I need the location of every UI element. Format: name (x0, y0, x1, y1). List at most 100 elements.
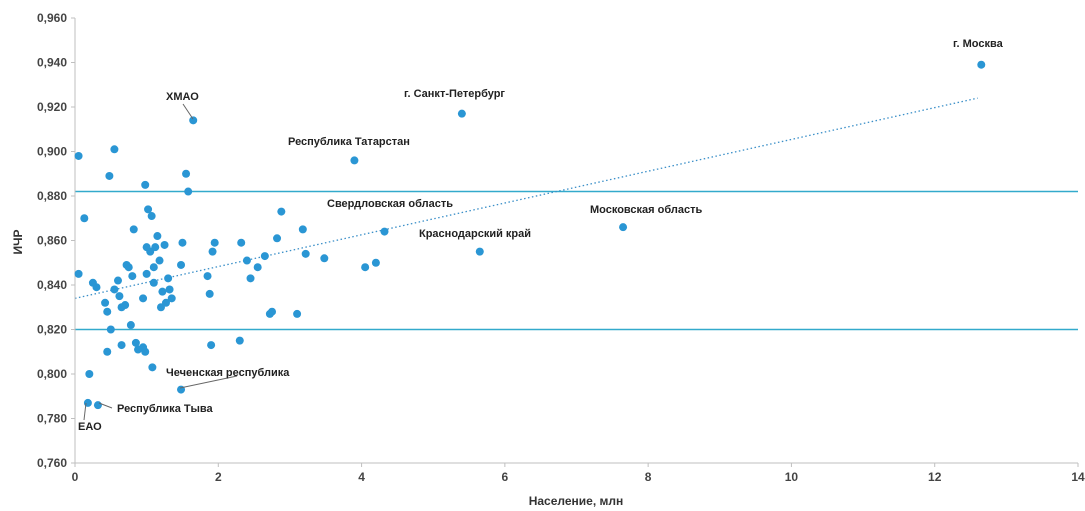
data-point (237, 238, 246, 247)
data-point (139, 294, 148, 303)
data-point (151, 243, 160, 252)
data-point (126, 321, 135, 330)
x-tick-label: 2 (215, 470, 222, 484)
data-point (74, 151, 83, 160)
annotation-moscow: г. Москва (953, 38, 1004, 50)
data-point (83, 398, 92, 407)
data-point (124, 263, 133, 272)
y-tick-label: 0,920 (37, 100, 67, 114)
data-point (178, 238, 187, 247)
y-axis-title: ИЧР (11, 229, 25, 254)
data-point (210, 238, 219, 247)
data-point (117, 341, 126, 350)
data-point (253, 263, 262, 272)
annotation-moscow-oblast: Московская область (590, 204, 702, 216)
y-tick-label: 0,840 (37, 278, 67, 292)
data-point (103, 347, 112, 356)
data-point (207, 341, 216, 350)
data-point (155, 256, 164, 265)
leader-line-khmao (182, 103, 194, 120)
leader-line-eao (83, 402, 87, 421)
annotation-eao: ЕАО (78, 421, 102, 433)
data-point (203, 272, 212, 281)
y-tick-label: 0,860 (37, 234, 67, 248)
data-point (106, 325, 115, 334)
data-point (148, 363, 157, 372)
x-tick-label: 4 (358, 470, 365, 484)
data-point (149, 263, 158, 272)
y-tick-label: 0,820 (37, 323, 67, 337)
data-point (293, 309, 302, 318)
x-tick-label: 6 (502, 470, 509, 484)
data-point (277, 207, 286, 216)
annotation-khmao: ХМАО (166, 91, 199, 103)
data-point (165, 285, 174, 294)
data-point (205, 289, 214, 298)
annotation-krasnodar: Краснодарский край (419, 228, 531, 240)
data-point (121, 301, 130, 310)
data-point (115, 292, 124, 301)
data-point (235, 336, 244, 345)
data-point (161, 298, 170, 307)
data-point (301, 249, 310, 258)
data-point (457, 109, 466, 118)
data-point (105, 171, 114, 180)
data-point (110, 285, 119, 294)
y-tick-label: 0,760 (37, 456, 67, 470)
data-point (101, 298, 110, 307)
data-point (182, 169, 191, 178)
data-point (475, 247, 484, 256)
data-point (93, 401, 102, 410)
y-tick-label: 0,960 (37, 11, 67, 25)
data-point (361, 263, 370, 272)
x-tick-label: 8 (645, 470, 652, 484)
annotation-sverdlovsk: Свердловская область (327, 198, 453, 210)
x-tick-label: 0 (72, 470, 79, 484)
data-point (189, 116, 198, 125)
data-point (164, 274, 173, 283)
data-point (273, 234, 282, 243)
data-point (141, 180, 150, 189)
annotation-spb: г. Санкт-Петербург (404, 88, 505, 100)
annotation-chechnya: Чеченская республика (166, 367, 290, 379)
leader-line-tyva (98, 402, 113, 409)
y-tick-label: 0,940 (37, 56, 67, 70)
data-point (141, 347, 150, 356)
data-point (85, 370, 94, 378)
y-tick-label: 0,780 (37, 412, 67, 426)
annotation-tatarstan: Республика Татарстан (288, 136, 410, 148)
data-point (153, 232, 162, 241)
y-tick-label: 0,800 (37, 367, 67, 381)
data-point (619, 223, 628, 232)
trend-line (74, 97, 978, 299)
data-point (380, 227, 389, 236)
data-point (371, 258, 380, 267)
y-tick-label: 0,880 (37, 189, 67, 203)
data-point (246, 274, 255, 283)
data-point (110, 145, 119, 154)
data-point (92, 283, 101, 292)
data-point (129, 225, 138, 234)
data-point (158, 287, 167, 296)
data-point (128, 272, 137, 281)
data-point (74, 269, 83, 278)
data-point (260, 252, 269, 261)
data-point (268, 307, 277, 316)
data-point (208, 247, 217, 256)
data-point (147, 212, 156, 221)
data-point (184, 187, 193, 196)
data-point (113, 276, 122, 285)
data-point (131, 338, 140, 347)
data-point (977, 60, 986, 69)
x-tick-label: 14 (1071, 470, 1085, 484)
data-point (160, 240, 169, 249)
data-point (144, 205, 153, 214)
annotation-tyva: Республика Тыва (117, 403, 213, 415)
data-point (142, 269, 151, 278)
data-point (149, 278, 158, 287)
data-point (242, 256, 251, 265)
data-point (320, 254, 329, 263)
data-point (80, 214, 89, 223)
data-point (350, 156, 359, 165)
